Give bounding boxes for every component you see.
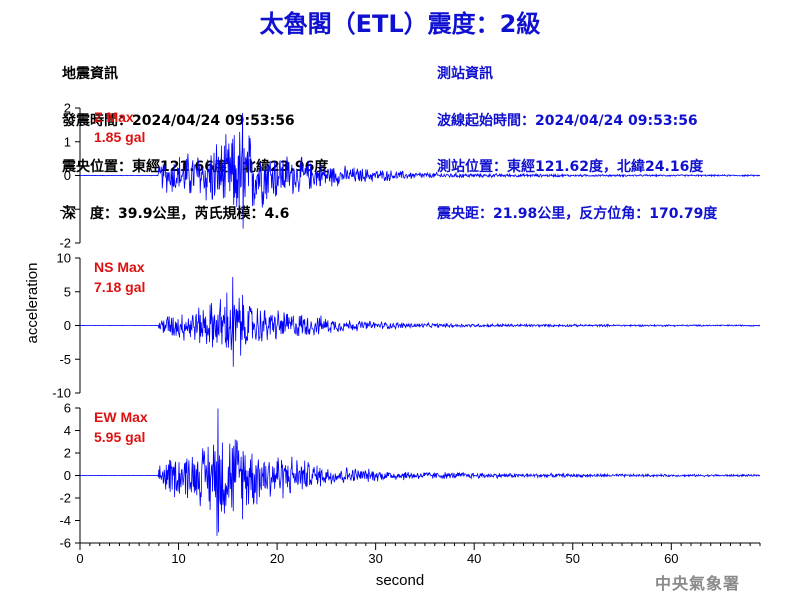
y-tick-label: 0 <box>64 318 71 333</box>
wave-start-time: 波線起始時間：2024/04/24 09:53:56 <box>437 112 698 129</box>
x-tick-label: 60 <box>664 551 678 566</box>
y-axis-label: acceleration <box>24 263 41 344</box>
waveform-trace-ns <box>79 277 761 367</box>
x-axis-label: second <box>376 572 424 589</box>
panel-z: -2 -1 0 1 2 Z Max 1.85 gal <box>59 101 761 251</box>
y-tick-label: 2 <box>64 101 71 116</box>
y-tick-label: -4 <box>59 513 71 528</box>
y-tick-label: -2 <box>59 236 71 251</box>
max-label: EW Max <box>94 409 148 425</box>
max-value: 7.18 gal <box>94 279 145 295</box>
y-tick-label: 1 <box>64 134 71 149</box>
y-tick-label: -2 <box>59 491 71 506</box>
y-tick-label: 5 <box>64 284 71 299</box>
station-location: 測站位置：東經121.62度，北緯24.16度 <box>437 159 704 175</box>
y-tick-label: -10 <box>52 386 71 401</box>
y-tick-label: 4 <box>64 423 71 438</box>
y-tick-label: 10 <box>57 251 71 266</box>
max-label: Z Max <box>94 109 134 125</box>
y-tick-label: 6 <box>64 401 71 416</box>
y-tick-label: -5 <box>59 352 71 367</box>
y-tick-label: -6 <box>59 536 71 551</box>
y-tick-label: 0 <box>64 168 71 183</box>
max-value: 1.85 gal <box>94 129 145 145</box>
earthquake-info-heading: 地震資訊 <box>62 66 118 82</box>
panel-ew: -6 -4 -2 0 2 4 6 EW Max 5.95 gal <box>59 401 761 551</box>
x-tick-label: 10 <box>171 551 185 566</box>
epicentral-distance-azimuth: 震央距：21.98公里，反方位角：170.79度 <box>437 205 718 222</box>
station-info-heading: 測站資訊 <box>437 66 493 82</box>
panel-ns: -10 -5 0 5 10 NS Max 7.18 gal <box>52 251 761 401</box>
x-tick-label: 0 <box>76 551 83 566</box>
max-label: NS Max <box>94 259 145 275</box>
max-value: 5.95 gal <box>94 429 145 445</box>
waveform-trace-ew <box>79 408 761 536</box>
x-tick-label: 40 <box>467 551 481 566</box>
agency-watermark: 中央氣象署 <box>655 574 741 593</box>
y-tick-label: 0 <box>64 468 71 483</box>
chart-title: 太魯閣（ETL）震度：2級 <box>259 10 541 38</box>
x-tick-label: 50 <box>566 551 580 566</box>
x-tick-label: 20 <box>270 551 284 566</box>
y-tick-label: -1 <box>59 202 71 217</box>
station-info-block: 測站資訊 波線起始時間：2024/04/24 09:53:56 測站位置：東經1… <box>437 36 717 238</box>
y-tick-label: 2 <box>64 446 71 461</box>
earthquake-info-block: 地震資訊 發震時間：2024/04/24 09:53:56 震央位置：東經121… <box>62 36 328 238</box>
epicenter-location: 震央位置：東經121.66度，北緯23.96度 <box>62 159 329 175</box>
x-tick-label: 30 <box>368 551 382 566</box>
waveform-trace-z <box>79 113 761 229</box>
